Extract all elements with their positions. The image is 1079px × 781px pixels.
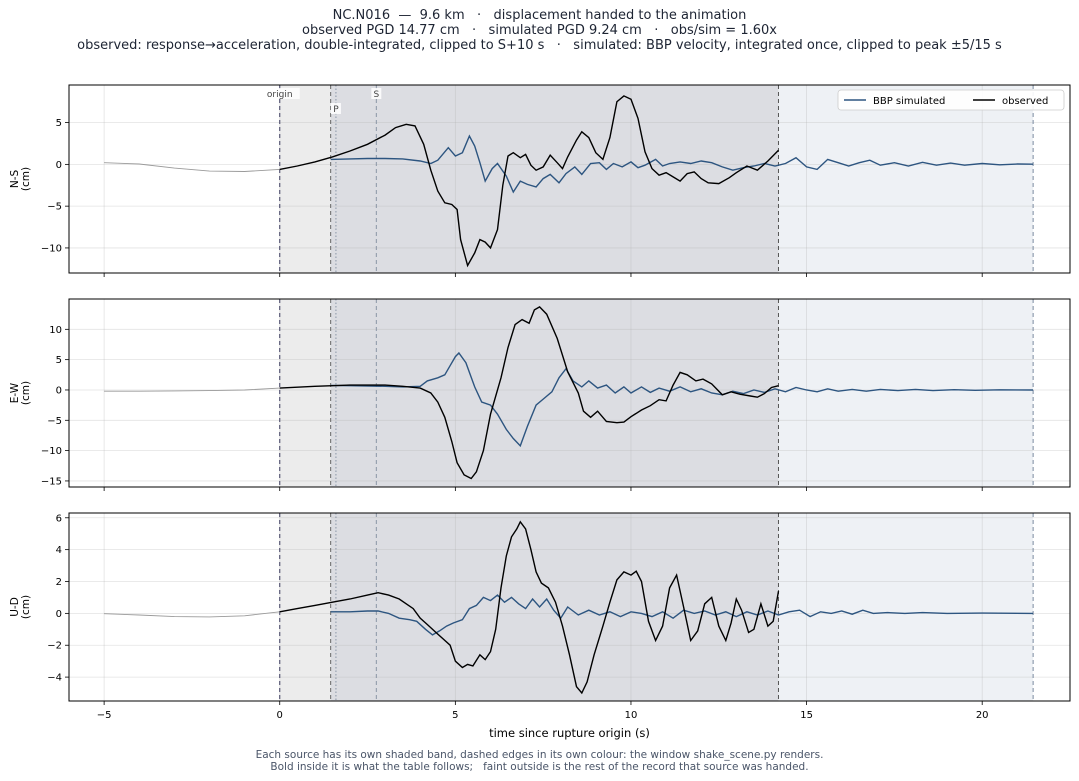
y-tick-label: 4 (56, 545, 62, 556)
observed-trace (279, 306, 779, 480)
marker-label-bg (259, 88, 300, 99)
y-axis-label: N-S (9, 170, 21, 189)
traces (104, 95, 1034, 268)
chart-title-line-2: observed PGD 14.77 cm · simulated PGD 9.… (302, 23, 777, 38)
panel-2 (65, 298, 1071, 491)
y-tick-label: 2 (56, 577, 62, 588)
observed-window-band (330, 299, 779, 487)
x-tick-label: 20 (976, 710, 989, 721)
y-tick-label: 0 (56, 160, 62, 171)
axes-frame (68, 512, 1071, 702)
legend-box (837, 89, 1065, 111)
y-tick-label: −15 (41, 476, 62, 487)
y-tick-label: 6 (56, 513, 62, 524)
y-tick-label: 0 (56, 609, 62, 620)
x-tick-label: 0 (277, 710, 283, 721)
observed-window-band (330, 513, 779, 701)
y-tick-label: −4 (47, 673, 62, 684)
marker-label-p: P (333, 105, 339, 115)
observed-faint-trace (104, 162, 280, 172)
chart-title-line-1: NC.N016 — 9.6 km · displacement handed t… (332, 8, 747, 23)
x-tick-label: 5 (452, 710, 458, 721)
x-tick-label: −5 (97, 710, 112, 721)
traces (104, 306, 1034, 480)
panel-1 (65, 84, 1071, 277)
footer-note-line-1: Each source has its own shaded band, das… (255, 749, 824, 761)
pre-window-band (279, 299, 331, 487)
marker-label-bg (371, 88, 382, 99)
y-tick-label: −10 (41, 446, 62, 457)
simulated-trace (330, 134, 1034, 194)
y-tick-label: −2 (47, 641, 62, 652)
marker-label-bg (330, 103, 341, 114)
panel-3 (65, 512, 1071, 705)
traces (104, 520, 1034, 695)
observed-faint-trace (104, 387, 280, 392)
y-tick-label: 5 (56, 118, 62, 129)
pre-window-band (279, 85, 331, 273)
x-axis-label: time since rupture origin (s) (489, 726, 650, 740)
x-tick-label: 15 (800, 710, 813, 721)
y-axis-label: (cm) (20, 167, 32, 191)
y-axis-label: (cm) (20, 381, 32, 405)
axes-frame (68, 298, 1071, 488)
marker-label-origin: origin (267, 90, 293, 100)
legend: BBP simulated observed (837, 89, 1065, 111)
y-tick-label: −5 (47, 416, 62, 427)
observed-trace (279, 95, 779, 268)
marker-label-s: S (373, 90, 379, 100)
observed-trace (279, 520, 780, 695)
y-tick-label: 10 (49, 325, 62, 336)
y-tick-label: −5 (47, 202, 62, 213)
y-axis-label: E-W (9, 382, 21, 403)
simulated-trace (330, 594, 1034, 636)
axes-frame (68, 84, 1071, 274)
y-axis-label: U-D (9, 597, 21, 617)
legend-entry-observed: observed (1002, 96, 1048, 107)
y-axis-label: (cm) (20, 595, 32, 619)
y-tick-label: 0 (56, 385, 62, 396)
chart-title-line-3: observed: response→acceleration, double-… (77, 38, 1002, 53)
simulated-trace (330, 351, 1034, 448)
y-tick-label: 5 (56, 355, 62, 366)
legend-entry-simulated: BBP simulated (873, 96, 945, 107)
x-tick-label: 10 (625, 710, 638, 721)
footer-note-line-2: Bold inside it is what the table follows… (270, 761, 809, 773)
observed-faint-trace (104, 611, 280, 618)
y-tick-label: −10 (41, 243, 62, 254)
